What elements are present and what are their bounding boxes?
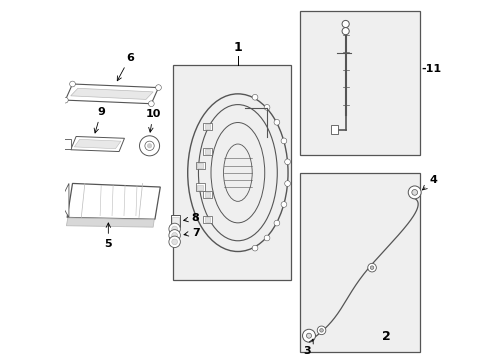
Polygon shape	[67, 184, 160, 219]
Circle shape	[168, 223, 180, 235]
Circle shape	[144, 141, 154, 150]
Circle shape	[171, 239, 177, 245]
Circle shape	[69, 81, 75, 87]
Bar	[61, 139, 71, 149]
Text: 1: 1	[233, 41, 242, 54]
Bar	[195, 162, 204, 169]
Bar	[203, 122, 211, 130]
Bar	[204, 217, 209, 222]
Circle shape	[168, 236, 180, 248]
Circle shape	[284, 159, 290, 165]
Circle shape	[155, 85, 161, 90]
Circle shape	[264, 235, 269, 241]
Circle shape	[369, 266, 373, 269]
Text: 3: 3	[303, 339, 313, 356]
Bar	[204, 123, 209, 129]
Bar	[204, 192, 209, 197]
Text: 5: 5	[104, 223, 112, 249]
Circle shape	[252, 245, 257, 251]
Bar	[300, 12, 419, 155]
Circle shape	[171, 226, 177, 232]
Bar	[203, 216, 211, 223]
Bar	[61, 141, 63, 147]
Bar	[195, 184, 204, 190]
Bar	[203, 148, 211, 155]
Circle shape	[62, 97, 68, 103]
Circle shape	[407, 186, 420, 199]
Bar	[172, 217, 179, 225]
Circle shape	[281, 202, 286, 207]
Bar	[197, 185, 203, 189]
Circle shape	[281, 138, 286, 144]
Circle shape	[171, 233, 177, 238]
Polygon shape	[74, 139, 121, 149]
Text: -11: -11	[421, 64, 441, 74]
Bar	[300, 173, 419, 352]
Bar	[172, 65, 290, 280]
Circle shape	[252, 94, 257, 100]
Bar	[203, 190, 211, 198]
Circle shape	[342, 28, 348, 35]
Bar	[331, 125, 337, 134]
Text: 6: 6	[117, 53, 134, 81]
Circle shape	[367, 263, 376, 272]
Circle shape	[273, 220, 279, 226]
Circle shape	[342, 21, 348, 28]
Circle shape	[147, 144, 151, 148]
Text: 2: 2	[381, 330, 390, 343]
Text: 9: 9	[94, 107, 105, 133]
Circle shape	[284, 181, 290, 186]
Circle shape	[411, 189, 417, 195]
Bar	[197, 163, 203, 168]
Polygon shape	[61, 184, 69, 217]
Circle shape	[148, 101, 154, 107]
Circle shape	[264, 104, 269, 110]
Text: 4: 4	[422, 175, 437, 190]
Circle shape	[306, 333, 311, 338]
Bar	[171, 215, 180, 227]
Polygon shape	[66, 218, 154, 227]
Bar	[204, 149, 209, 154]
Circle shape	[139, 136, 159, 156]
Circle shape	[273, 120, 279, 125]
Polygon shape	[65, 84, 158, 104]
Circle shape	[317, 326, 325, 335]
Text: 8: 8	[183, 213, 199, 223]
Polygon shape	[71, 88, 153, 99]
Circle shape	[302, 329, 315, 342]
Circle shape	[319, 329, 323, 332]
Text: 7: 7	[183, 228, 199, 238]
Polygon shape	[71, 136, 124, 152]
Text: 10: 10	[145, 109, 161, 132]
Circle shape	[168, 230, 180, 241]
